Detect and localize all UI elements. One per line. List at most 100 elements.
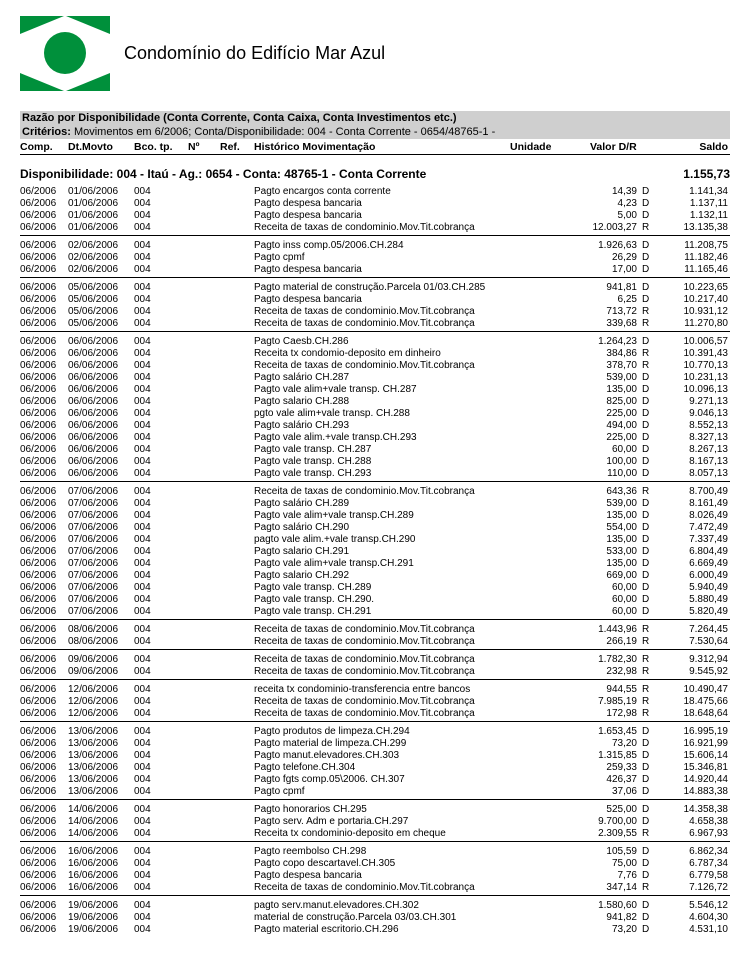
cell-saldo: 10.223,65 [658, 282, 728, 294]
cell-hist: Pagto fgts comp.05\2006. CH.307 [254, 774, 509, 786]
cell-comp: 06/2006 [20, 786, 68, 798]
cell-saldo: 10.391,43 [658, 348, 728, 360]
cell-dt: 16/06/2006 [68, 882, 132, 894]
ledger-row: 06/200616/06/2006004Pagto reembolso CH.2… [20, 846, 730, 858]
cell-dr: D [642, 924, 656, 936]
cell-valor: 60,00 [569, 606, 637, 618]
cell-hist: Pagto vale alim+vale transp.CH.289 [254, 510, 509, 522]
cell-hist: Receita de taxas de condominio.Mov.Tit.c… [254, 318, 509, 330]
cell-bco: 004 [134, 858, 164, 870]
cell-bco: 004 [134, 264, 164, 276]
cell-bco: 004 [134, 210, 164, 222]
ledger-row: 06/200605/06/2006004Receita de taxas de … [20, 318, 730, 330]
cell-dt: 06/06/2006 [68, 408, 132, 420]
cell-valor: 347,14 [569, 882, 637, 894]
cell-hist: Pagto salário CH.287 [254, 372, 509, 384]
cell-saldo: 8.167,13 [658, 456, 728, 468]
cell-dt: 07/06/2006 [68, 570, 132, 582]
cell-saldo: 10.770,13 [658, 360, 728, 372]
cell-bco: 004 [134, 786, 164, 798]
cell-hist: Receita de taxas de condominio.Mov.Tit.c… [254, 708, 509, 720]
cell-saldo: 6.779,58 [658, 870, 728, 882]
cell-bco: 004 [134, 510, 164, 522]
ledger-row: 06/200606/06/2006004Pagto vale alim.+val… [20, 432, 730, 444]
cell-comp: 06/2006 [20, 372, 68, 384]
col-saldo: Saldo [658, 141, 728, 153]
date-separator [20, 619, 730, 620]
cell-comp: 06/2006 [20, 594, 68, 606]
cell-valor: 266,19 [569, 636, 637, 648]
cell-comp: 06/2006 [20, 534, 68, 546]
cell-valor: 7,76 [569, 870, 637, 882]
cell-valor: 26,29 [569, 252, 637, 264]
column-headers: Comp. Dt.Movto Bco. tp. Nº Ref. Históric… [20, 139, 730, 155]
cell-valor: 713,72 [569, 306, 637, 318]
cell-bco: 004 [134, 684, 164, 696]
cell-hist: material de construção.Parcela 03/03.CH.… [254, 912, 509, 924]
cell-comp: 06/2006 [20, 762, 68, 774]
cell-hist: Receita de taxas de condominio.Mov.Tit.c… [254, 882, 509, 894]
cell-saldo: 8.057,13 [658, 468, 728, 480]
cell-dr: R [642, 486, 656, 498]
cell-dt: 01/06/2006 [68, 198, 132, 210]
cell-valor: 110,00 [569, 468, 637, 480]
date-separator [20, 895, 730, 896]
cell-hist: Pagto vale alim.+vale transp.CH.293 [254, 432, 509, 444]
cell-dt: 14/06/2006 [68, 828, 132, 840]
cell-comp: 06/2006 [20, 816, 68, 828]
cell-valor: 1.315,85 [569, 750, 637, 762]
cell-hist: pagto vale alim.+vale transp.CH.290 [254, 534, 509, 546]
cell-comp: 06/2006 [20, 468, 68, 480]
cell-comp: 06/2006 [20, 336, 68, 348]
cell-hist: Pagto material de construção.Parcela 01/… [254, 282, 509, 294]
cell-dr: D [642, 534, 656, 546]
cell-saldo: 16.921,99 [658, 738, 728, 750]
cell-hist: Pagto despesa bancaria [254, 294, 509, 306]
cell-hist: Pagto produtos de limpeza.CH.294 [254, 726, 509, 738]
ledger-row: 06/200606/06/2006004Pagto vale alim+vale… [20, 384, 730, 396]
col-ref: Ref. [220, 141, 252, 153]
cell-comp: 06/2006 [20, 522, 68, 534]
cell-saldo: 10.490,47 [658, 684, 728, 696]
cell-comp: 06/2006 [20, 750, 68, 762]
report-criteria: Critérios: Movimentos em 6/2006; Conta/D… [20, 125, 730, 139]
cell-dr: R [642, 306, 656, 318]
cell-dr: D [642, 870, 656, 882]
cell-dt: 05/06/2006 [68, 318, 132, 330]
cell-hist: Pagto inss comp.05/2006.CH.284 [254, 240, 509, 252]
cell-hist: Pagto vale alim+vale transp. CH.287 [254, 384, 509, 396]
cell-valor: 60,00 [569, 444, 637, 456]
cell-comp: 06/2006 [20, 498, 68, 510]
date-separator [20, 841, 730, 842]
cell-comp: 06/2006 [20, 858, 68, 870]
cell-dr: D [642, 762, 656, 774]
cell-valor: 494,00 [569, 420, 637, 432]
cell-dr: R [642, 654, 656, 666]
ledger-row: 06/200606/06/2006004Pagto Caesb.CH.2861.… [20, 336, 730, 348]
ledger-row: 06/200606/06/2006004Pagto salario CH.288… [20, 396, 730, 408]
date-separator [20, 481, 730, 482]
ledger-row: 06/200607/06/2006004Pagto vale transp. C… [20, 582, 730, 594]
cell-dr: D [642, 510, 656, 522]
cell-comp: 06/2006 [20, 198, 68, 210]
ledger-row: 06/200601/06/2006004Pagto despesa bancar… [20, 210, 730, 222]
cell-saldo: 11.270,80 [658, 318, 728, 330]
cell-dr: D [642, 570, 656, 582]
cell-dt: 07/06/2006 [68, 486, 132, 498]
cell-dr: D [642, 186, 656, 198]
cell-valor: 378,70 [569, 360, 637, 372]
cell-saldo: 18.648,64 [658, 708, 728, 720]
ledger-row: 06/200607/06/2006004Receita de taxas de … [20, 486, 730, 498]
cell-comp: 06/2006 [20, 186, 68, 198]
cell-hist: Pagto vale alim+vale transp.CH.291 [254, 558, 509, 570]
cell-dt: 16/06/2006 [68, 858, 132, 870]
cell-valor: 1.926,63 [569, 240, 637, 252]
cell-valor: 944,55 [569, 684, 637, 696]
cell-bco: 004 [134, 372, 164, 384]
cell-saldo: 9.545,92 [658, 666, 728, 678]
cell-saldo: 8.700,49 [658, 486, 728, 498]
ledger-row: 06/200605/06/2006004Receita de taxas de … [20, 306, 730, 318]
cell-saldo: 6.804,49 [658, 546, 728, 558]
cell-dr: D [642, 750, 656, 762]
cell-dt: 06/06/2006 [68, 396, 132, 408]
